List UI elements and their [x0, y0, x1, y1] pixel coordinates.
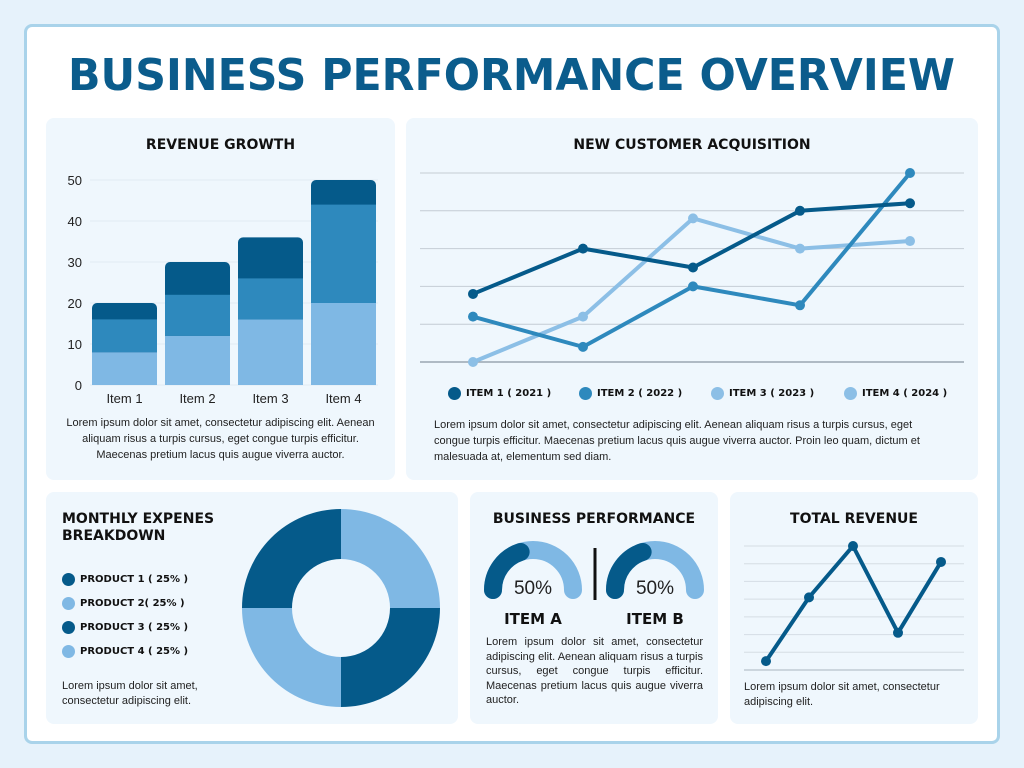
- legend-dot: [62, 573, 75, 586]
- legend-label: PRODUCT 3 ( 25% ): [80, 622, 189, 633]
- revenue-growth-chart: 0 10 20 30 40 50 Item 1 Item 2 Item 3 Item 4: [68, 173, 378, 406]
- x-tick-label: Item 4: [325, 391, 361, 406]
- data-point: [804, 592, 814, 603]
- legend-product-2: PRODUCT 2( 25% ): [62, 597, 185, 610]
- y-tick-label: 40: [68, 214, 82, 229]
- x-tick-label: Item 2: [179, 391, 215, 406]
- data-point: [905, 236, 915, 247]
- gauge-a-label: ITEM A: [504, 610, 562, 628]
- y-tick-label: 10: [68, 337, 82, 352]
- bar-segment: [311, 303, 376, 385]
- bar-segment: [92, 352, 157, 385]
- legend-item-4: ITEM 4 ( 2024 ): [844, 387, 947, 400]
- bar-segment: [238, 319, 303, 385]
- data-point: [795, 300, 805, 311]
- bar-segment: [311, 204, 376, 303]
- donut-slice: [242, 509, 341, 608]
- legend-item-3: ITEM 3 ( 2023 ): [711, 387, 814, 400]
- legend-item-1: ITEM 1 ( 2021 ): [448, 387, 551, 400]
- data-point: [761, 656, 771, 667]
- legend-label: ITEM 2 ( 2022 ): [597, 388, 683, 399]
- data-point: [578, 341, 588, 352]
- legend-product-3: PRODUCT 3 ( 25% ): [62, 621, 188, 634]
- gauge-b-value: 50%: [636, 578, 674, 599]
- y-tick-label: 30: [68, 255, 82, 270]
- data-point: [688, 262, 698, 273]
- data-point: [905, 168, 915, 178]
- business-performance-title: BUSINESS PERFORMANCE: [492, 511, 696, 527]
- monthly-expenses-panel: MONTHLY EXPENES BREAKDOWN PRODUCT 1 ( 25…: [46, 492, 458, 724]
- customer-acquisition-chart: [420, 168, 964, 367]
- legend-dot: [711, 387, 724, 400]
- x-tick-label: Item 3: [252, 391, 288, 406]
- customer-acquisition-title: NEW CUSTOMER ACQUISITION: [573, 137, 811, 153]
- gauge-a-value: 50%: [514, 578, 552, 599]
- legend-dot: [62, 597, 75, 610]
- gauge-fill: [484, 542, 530, 599]
- data-point: [893, 627, 903, 638]
- legend-dot: [579, 387, 592, 400]
- data-point: [905, 198, 915, 209]
- series-line: [472, 171, 912, 349]
- x-tick-label: Item 1: [106, 391, 142, 406]
- business-performance-description: Lorem ipsum dolor sit amet, consectetur …: [486, 636, 703, 706]
- data-point: [688, 281, 698, 292]
- gauge-b-label: ITEM B: [626, 610, 684, 628]
- bar-segment: [165, 335, 230, 385]
- legend-item-2: ITEM 2 ( 2022 ): [579, 387, 682, 400]
- revenue-growth-title: REVENUE GROWTH: [145, 137, 296, 153]
- data-point: [936, 556, 946, 567]
- y-tick-label: 50: [68, 173, 82, 188]
- y-tick-label: 0: [75, 378, 82, 393]
- legend-label: PRODUCT 1 ( 25% ): [80, 574, 189, 585]
- legend-dot: [62, 621, 75, 634]
- data-point: [468, 288, 478, 299]
- customer-acquisition-panel: NEW CUSTOMER ACQUISITION ITEM 1 ( 2021 )…: [406, 118, 978, 480]
- monthly-expenses-description: Lorem ipsum dolor sit amet, consectetur …: [62, 680, 198, 707]
- main-title-text: BUSINESS PERFORMANCE OVERVIEW: [68, 50, 955, 101]
- total-revenue-title: TOTAL REVENUE: [790, 511, 918, 527]
- total-revenue-panel: TOTAL REVENUE Lorem ipsum dolor sit amet…: [730, 492, 978, 724]
- data-point: [688, 213, 698, 224]
- data-point: [578, 311, 588, 322]
- data-point: [795, 205, 805, 216]
- main-title: BUSINESS PERFORMANCE OVERVIEW: [68, 50, 955, 101]
- business-performance-panel: BUSINESS PERFORMANCE 50% 50% ITEM A ITEM…: [470, 492, 718, 724]
- bar-segment: [92, 319, 157, 353]
- donut-slice: [341, 608, 440, 707]
- data-point: [468, 357, 478, 367]
- legend-product-1: PRODUCT 1 ( 25% ): [62, 573, 188, 586]
- legend-dot: [448, 387, 461, 400]
- donut-slice: [341, 509, 440, 608]
- legend-label: ITEM 4 ( 2024 ): [862, 388, 948, 399]
- monthly-expenses-title: MONTHLY EXPENES BREAKDOWN: [62, 511, 215, 544]
- data-point: [795, 243, 805, 254]
- legend-label: PRODUCT 2( 25% ): [80, 598, 185, 609]
- legend-label: ITEM 1 ( 2021 ): [466, 388, 552, 399]
- customer-acquisition-description: Lorem ipsum dolor sit amet, consectetur …: [434, 419, 920, 463]
- legend-dot: [62, 645, 75, 658]
- y-tick-label: 20: [68, 296, 82, 311]
- legend-dot: [844, 387, 857, 400]
- legend-product-4: PRODUCT 4 ( 25% ): [62, 645, 188, 658]
- revenue-growth-panel: REVENUE GROWTH 0 10 20 30 40 50 Item 1 Item 2 It…: [46, 118, 395, 480]
- bar-segment: [165, 294, 230, 336]
- monthly-expenses-donut: [242, 509, 440, 707]
- data-point: [848, 541, 858, 551]
- data-point: [468, 311, 478, 322]
- bar-segment: [238, 278, 303, 320]
- total-revenue-description: Lorem ipsum dolor sit amet, consectetur …: [744, 681, 940, 708]
- revenue-growth-description: Lorem ipsum dolor sit amet, consectetur …: [66, 417, 375, 461]
- donut-slice: [242, 608, 341, 707]
- legend-label: ITEM 3 ( 2023 ): [729, 388, 815, 399]
- data-point: [578, 243, 588, 254]
- business-performance-gauges: 50% 50% ITEM A ITEM B: [484, 541, 704, 628]
- gauge-fill: [606, 542, 652, 599]
- legend-label: PRODUCT 4 ( 25% ): [80, 646, 189, 657]
- total-revenue-chart: [744, 541, 964, 671]
